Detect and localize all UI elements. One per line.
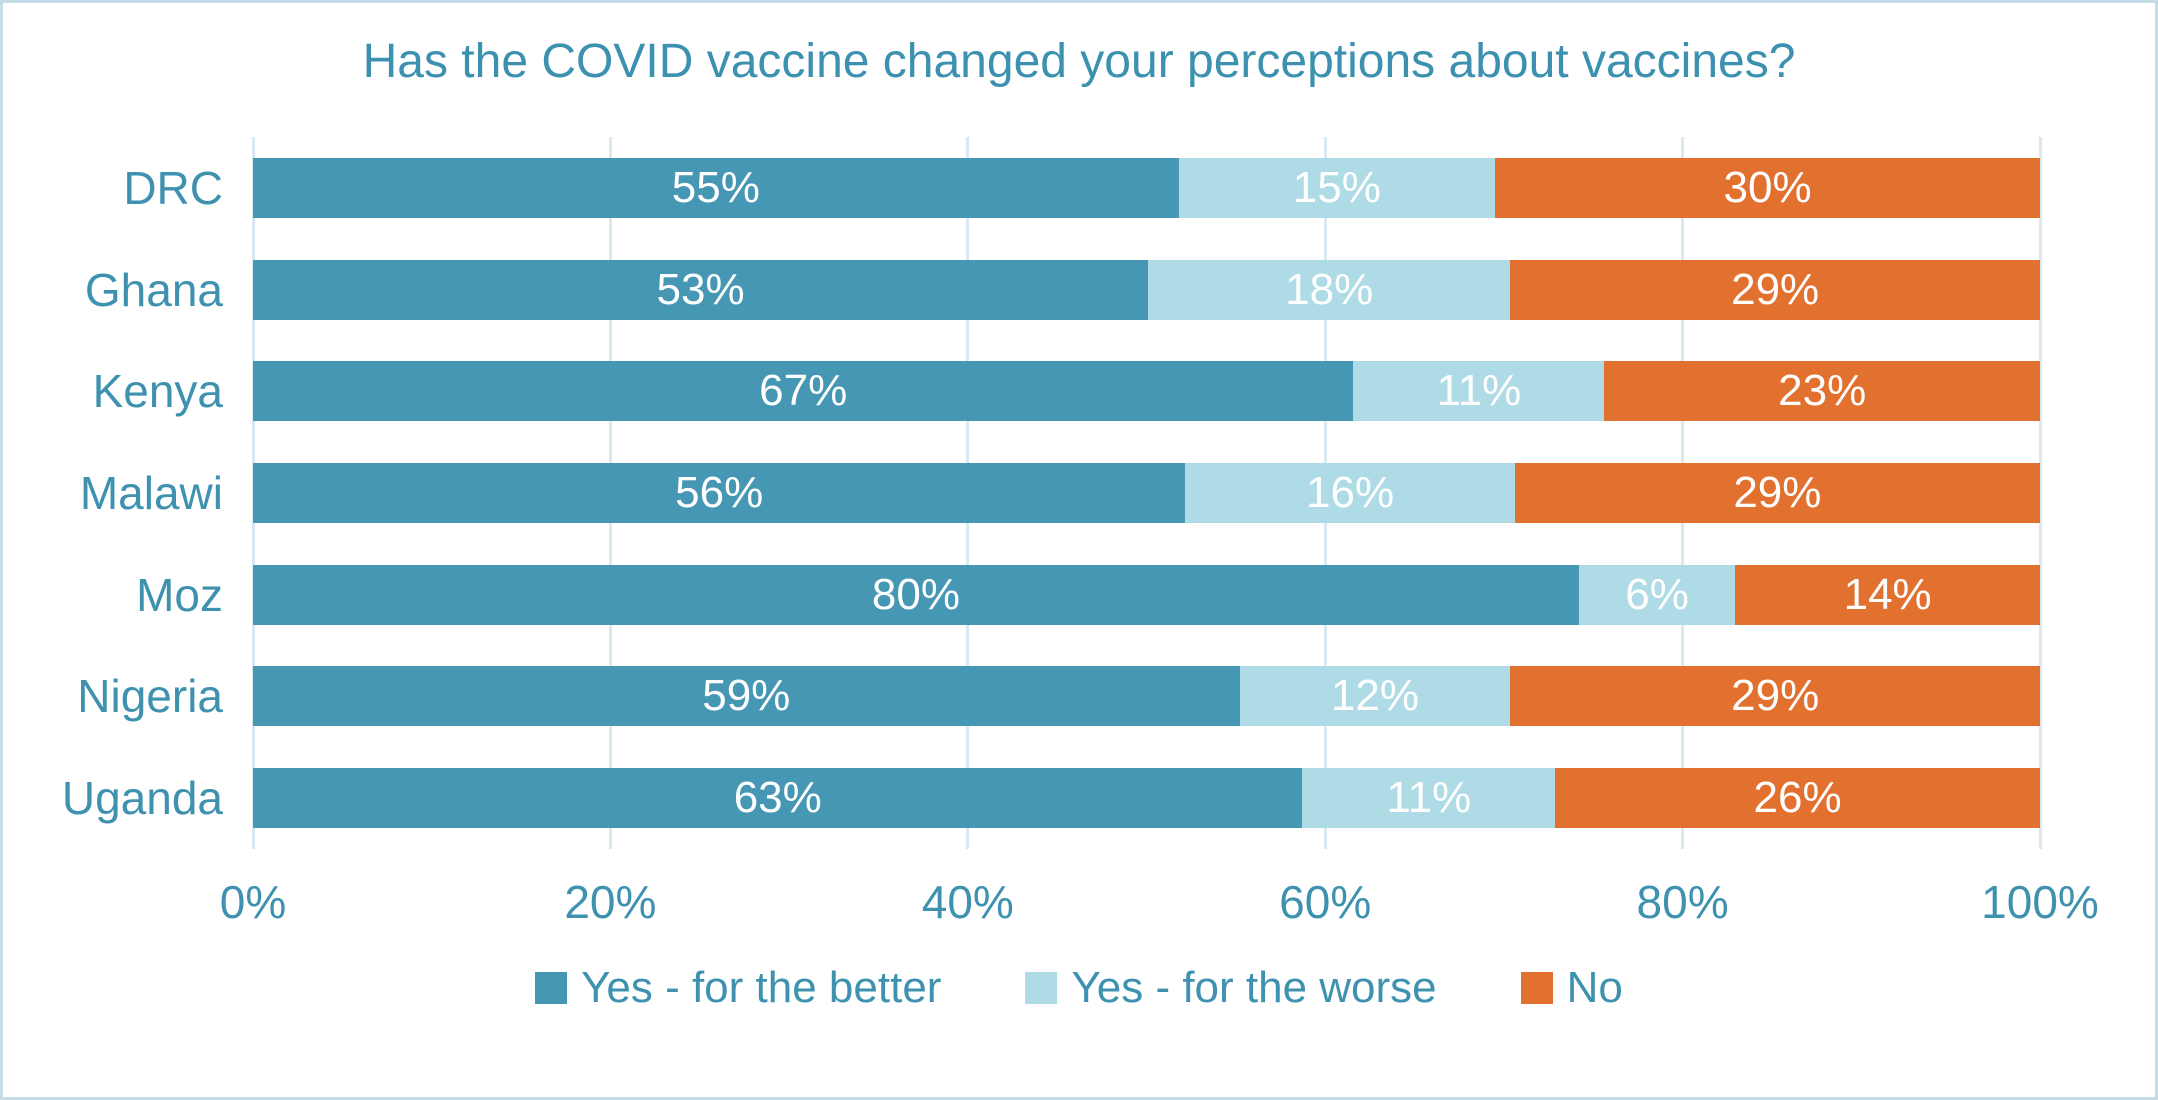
chart-title: Has the COVID vaccine changed your perce… [362, 35, 1796, 88]
bar-value-label: 63% [733, 773, 822, 823]
bar-value-label: 15% [1292, 162, 1381, 212]
bar-row: 55% 15% 30% [253, 137, 2040, 239]
bar-segment-no: 29% [1514, 463, 2041, 524]
stacked-bar: 55% 15% 30% [253, 157, 2040, 218]
bar-value-label: 56% [675, 468, 764, 518]
legend-swatch [1025, 972, 1058, 1004]
x-tick-label: 0% [219, 876, 287, 928]
bar-value-label: 12% [1330, 671, 1419, 721]
bar-segment-yes-for-the-better: 55% [253, 157, 1179, 218]
x-tick-label: 40% [921, 876, 1014, 928]
bar-value-label: 23% [1778, 366, 1867, 416]
bar-value-label: 14% [1843, 569, 1932, 619]
bar-value-label: 16% [1306, 468, 1395, 518]
bar-segment-yes-for-the-better: 67% [253, 361, 1354, 422]
bar-value-label: 53% [656, 264, 745, 314]
plot-region: DRC Ghana Kenya Malawi Moz Nigeria Uganda 55% 1… [3, 137, 2155, 849]
category-label: Uganda [61, 772, 223, 825]
bar-segment-no: 14% [1735, 564, 2040, 625]
x-tick-label: 60% [1279, 876, 1372, 928]
category-label: Malawi [79, 467, 223, 520]
bar-value-label: 11% [1386, 773, 1472, 823]
bar-value-label: 29% [1733, 468, 1822, 518]
legend-swatch [1520, 972, 1553, 1004]
bar-value-label: 29% [1731, 671, 1820, 721]
bar-value-label: 55% [671, 162, 760, 212]
stacked-bar: 80% 6% 14% [253, 564, 2040, 625]
bar-segment-yes-for-the-better: 56% [253, 463, 1186, 524]
bar-row: 67% 11% 23% [253, 340, 2040, 442]
bar-value-label: 29% [1731, 264, 1820, 314]
legend-label: Yes - for the worse [1071, 963, 1437, 1012]
x-tick-label: 100% [1981, 876, 2099, 928]
bar-value-label: 6% [1625, 569, 1689, 619]
category-axis: DRC Ghana Kenya Malawi Moz Nigeria Uganda [3, 137, 253, 849]
bar-segment-yes-for-the-better: 63% [253, 768, 1303, 829]
bar-segment-yes-for-the-worse: 15% [1178, 157, 1496, 218]
legend-item: No [1520, 963, 1623, 1013]
bar-segment-no: 29% [1510, 259, 2040, 320]
category-label: Nigeria [77, 670, 223, 723]
bar-rows: 55% 15% 30% 53% 18% 29% 67% 11% 23% 56% 16% 29% 80% 6… [253, 137, 2041, 849]
bar-segment-no: 23% [1604, 361, 2040, 422]
category-label: Kenya [92, 365, 223, 418]
legend-item: Yes - for the worse [1025, 963, 1437, 1013]
bar-value-label: 67% [759, 366, 848, 416]
category-label: Moz [136, 568, 223, 621]
bar-segment-yes-for-the-better: 80% [253, 564, 1579, 625]
x-tick-label: 20% [564, 876, 657, 928]
bar-value-label: 59% [702, 671, 791, 721]
bar-row: 53% 18% 29% [253, 239, 2040, 341]
legend-swatch [535, 972, 568, 1004]
bar-value-label: 30% [1723, 162, 1812, 212]
legend-label: Yes - for the better [581, 963, 942, 1012]
category-label: DRC [123, 161, 223, 214]
bar-segment-yes-for-the-worse: 18% [1148, 259, 1511, 320]
bar-segment-no: 26% [1555, 768, 2040, 829]
bar-row: 56% 16% 29% [253, 442, 2041, 544]
bar-value-label: 18% [1285, 264, 1374, 314]
legend-item: Yes - for the better [535, 963, 941, 1013]
value-axis: 0% 20% 40% 60% 80% 100% [220, 849, 2099, 949]
bar-row: 63% 11% 26% [253, 747, 2040, 849]
stacked-bar: 63% 11% 26% [253, 768, 2040, 829]
x-tick-label: 80% [1636, 876, 1729, 928]
bar-segment-yes-for-the-worse: 11% [1353, 361, 1605, 422]
legend: Yes - for the better Yes - for the worse N… [3, 963, 2155, 1013]
bar-value-label: 80% [871, 569, 960, 619]
bar-segment-no: 30% [1495, 157, 2040, 218]
stacked-bar: 67% 11% 23% [253, 361, 2040, 422]
bar-segment-yes-for-the-worse: 11% [1302, 768, 1556, 829]
stacked-bar: 59% 12% 29% [253, 666, 2041, 727]
bar-row: 59% 12% 29% [253, 646, 2041, 748]
bar-segment-yes-for-the-worse: 16% [1185, 463, 1515, 524]
bar-segment-no: 29% [1510, 666, 2041, 727]
bar-segment-yes-for-the-worse: 6% [1578, 564, 1736, 625]
stacked-bar: 56% 16% 29% [253, 463, 2041, 524]
bar-segment-yes-for-the-better: 53% [253, 259, 1149, 320]
bar-segment-yes-for-the-worse: 12% [1239, 666, 1511, 727]
bar-value-label: 11% [1436, 366, 1522, 416]
plot-area: 55% 15% 30% 53% 18% 29% 67% 11% 23% 56% 16% 29% 80% 6… [251, 137, 2042, 849]
bar-value-label: 26% [1753, 773, 1842, 823]
legend-label: No [1566, 963, 1623, 1012]
category-label: Ghana [84, 263, 223, 316]
stacked-bar: 53% 18% 29% [253, 259, 2040, 320]
bar-row: 80% 6% 14% [253, 544, 2040, 646]
bar-segment-yes-for-the-better: 59% [253, 666, 1240, 727]
